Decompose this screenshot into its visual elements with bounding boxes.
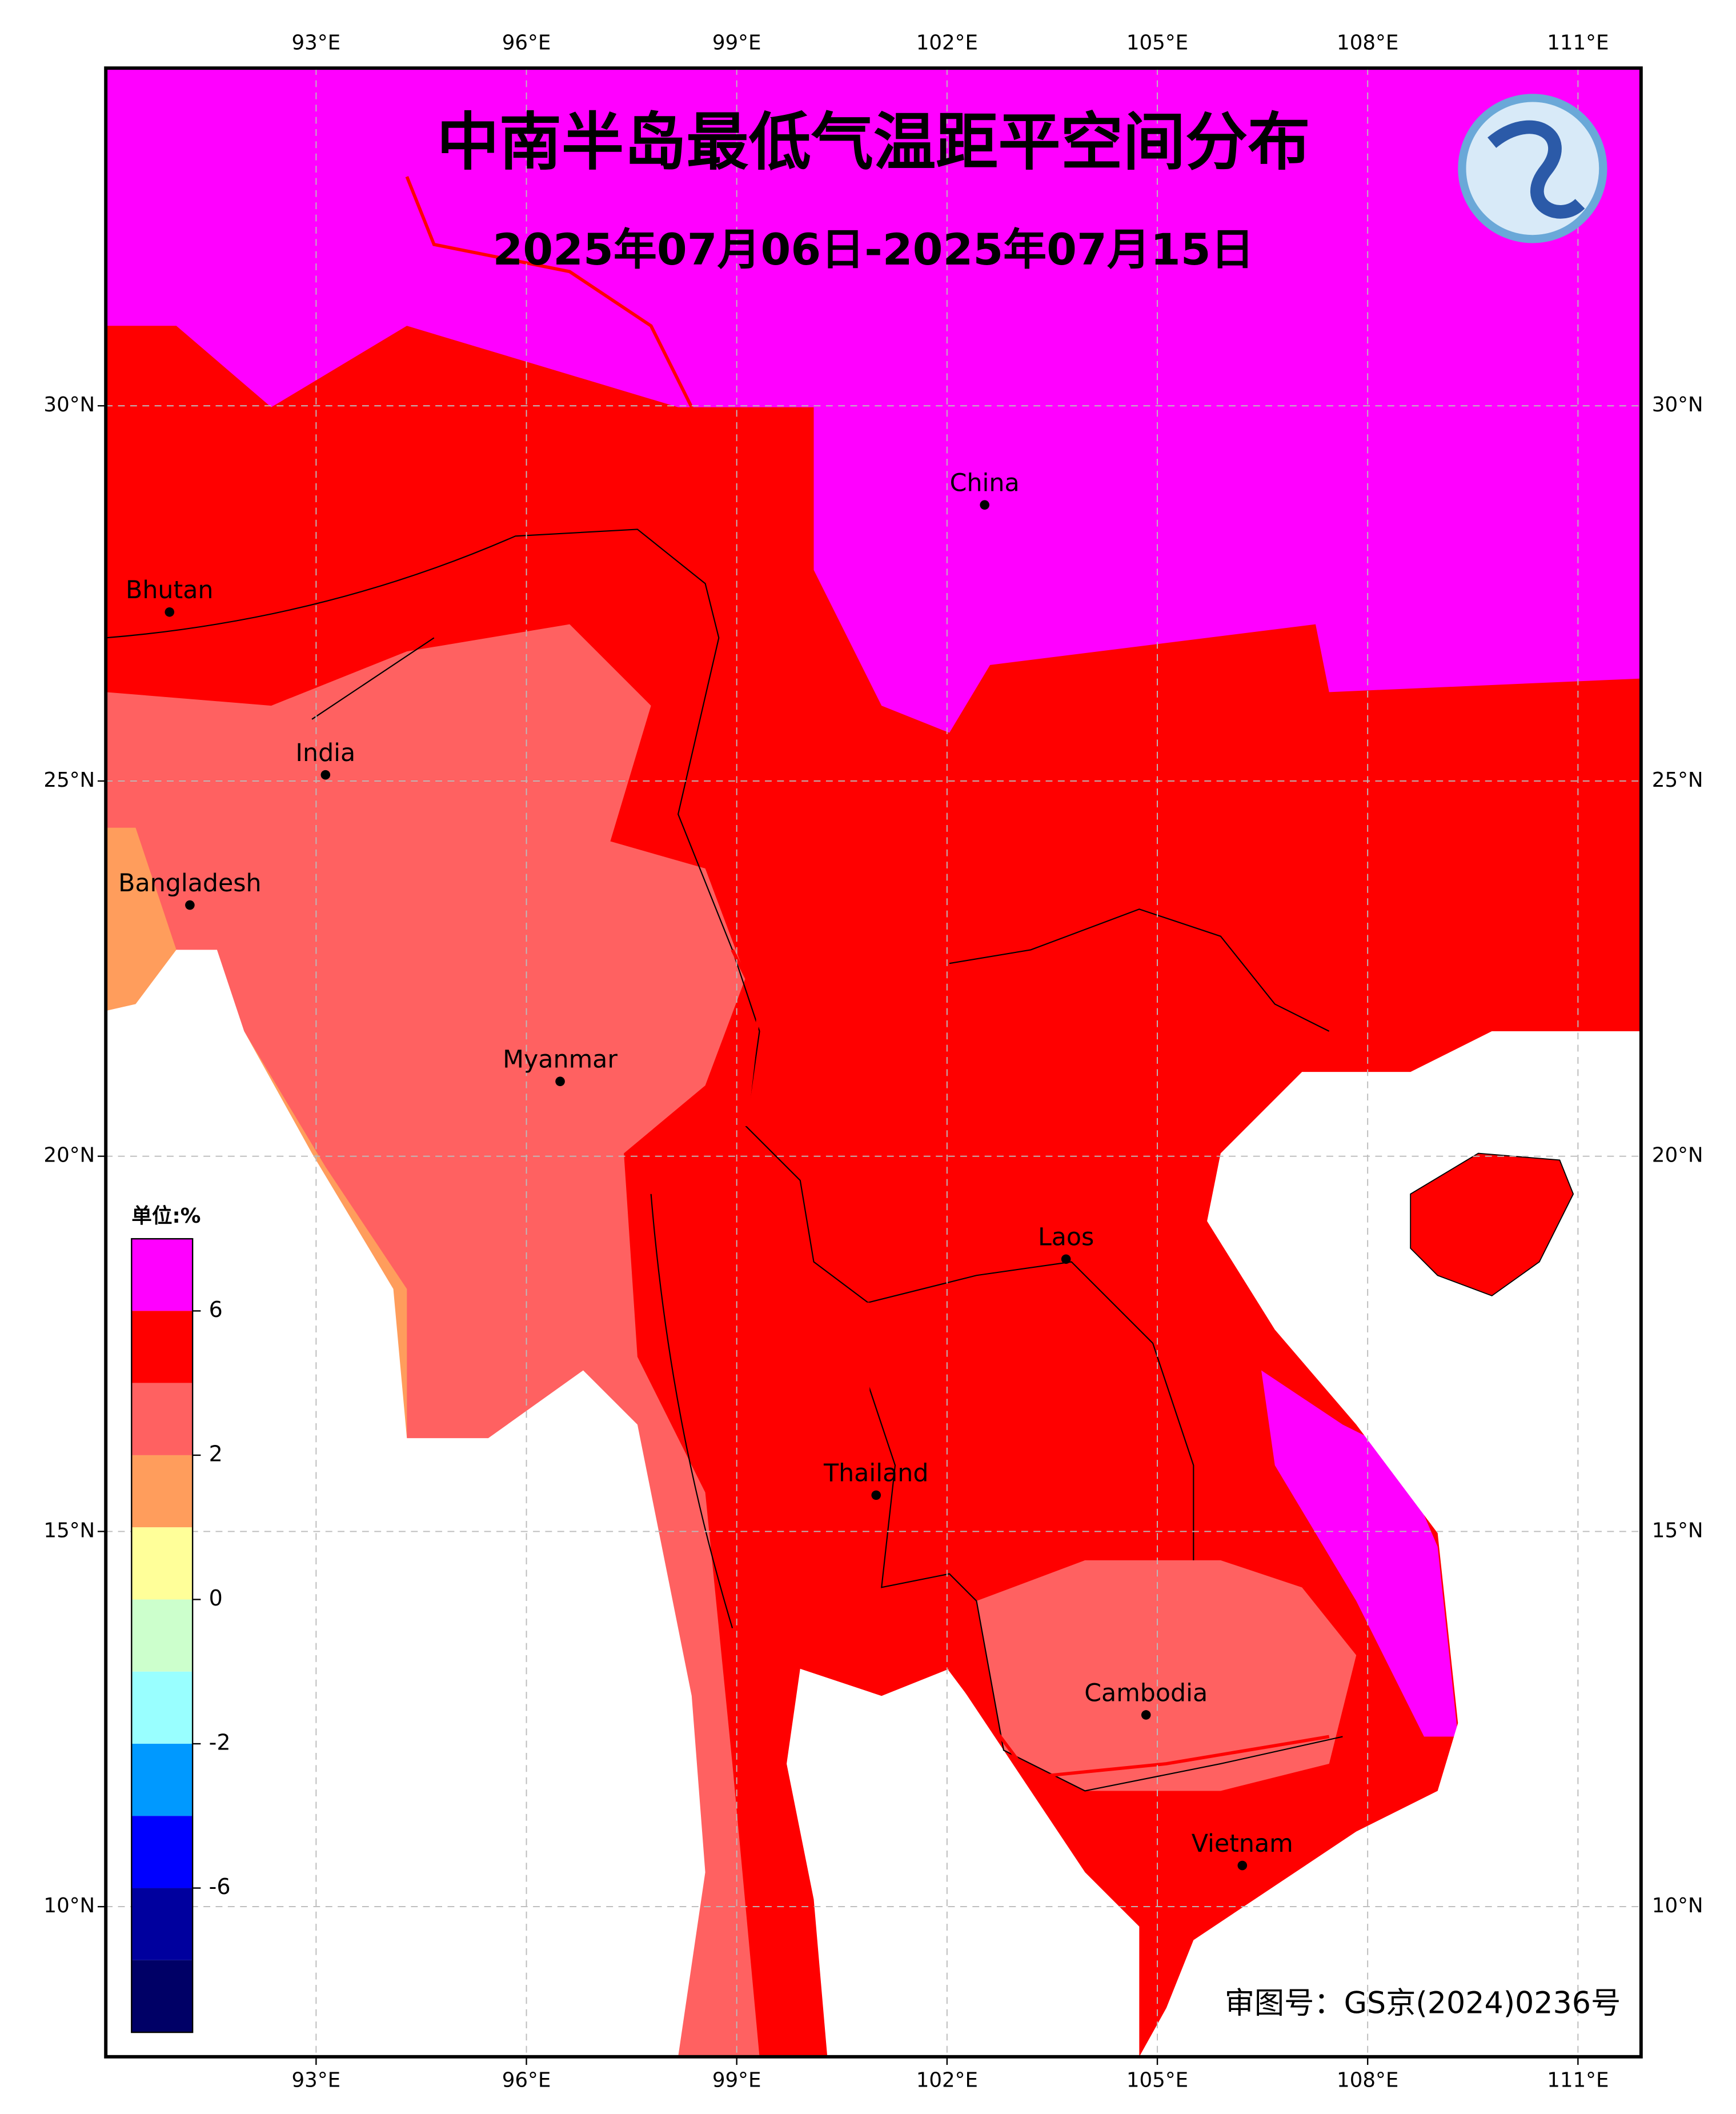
hainan: [1410, 1152, 1574, 1296]
colorbar-swatch: [131, 1744, 193, 1816]
colorbar: 6 2 0 -2 -6: [131, 1238, 231, 2033]
lat-tick-label: 15°N: [1652, 1519, 1703, 1542]
colorbar-swatch: [131, 1888, 193, 1960]
place-dot: [980, 500, 989, 510]
lat-tick-label: 25°N: [43, 768, 95, 792]
colorbar-swatch: [131, 1960, 193, 2033]
place-label: Myanmar: [503, 1046, 618, 1074]
colorbar-swatch: [131, 1599, 193, 1672]
logo-ring: [1458, 94, 1607, 243]
colorbar-unit: 单位:%: [131, 1204, 201, 1228]
place-dot: [320, 770, 331, 780]
colorbar-label: 6: [209, 1297, 223, 1322]
sea: [106, 950, 705, 2057]
lon-tick-label: 93°E: [292, 31, 341, 54]
lon-tick-label: 111°E: [1547, 2069, 1609, 2092]
colorbar-label: -6: [209, 1874, 231, 1899]
places: China Bhutan India Bangladesh Myanmar Laos Tha…: [118, 469, 1293, 1871]
place-label: Vietnam: [1192, 1829, 1293, 1858]
frame: [104, 66, 1643, 2059]
subtitle: 2025年07月06日-2025年07月15日: [492, 224, 1254, 275]
colorbar-label: -2: [209, 1730, 231, 1755]
grid: [106, 68, 1641, 2057]
anomaly-salmon: [976, 1560, 1357, 1791]
logo-mark: [1488, 120, 1585, 219]
lat-tick-label: 10°N: [43, 1894, 95, 1917]
place-dot: [1061, 1254, 1071, 1264]
colorbar-swatch: [131, 1383, 193, 1455]
lon-tick-label: 102°E: [916, 31, 978, 54]
place-label: India: [295, 739, 355, 767]
lon-tick-label: 105°E: [1126, 31, 1188, 54]
place-dot: [185, 900, 195, 910]
lat-tick-label: 30°N: [1652, 393, 1703, 417]
lon-tick-label: 105°E: [1126, 2069, 1188, 2092]
colorbar-frame: [131, 1238, 194, 2033]
place-dot: [165, 607, 175, 617]
lat-tick-label: 20°N: [43, 1144, 95, 1167]
lon-tick-label: 96°E: [502, 2069, 551, 2092]
title: 中南半岛最低气温距平空间分布: [437, 106, 1310, 179]
colorbar-swatch: [131, 1311, 193, 1383]
lat-tick-label: 15°N: [43, 1519, 95, 1542]
place-dot: [1141, 1710, 1151, 1720]
lat-tick-label: 25°N: [1652, 768, 1703, 792]
lon-tick-label: 96°E: [502, 31, 551, 54]
place-label: Bhutan: [126, 576, 213, 604]
place-dot: [555, 1076, 565, 1087]
lon-tick-label: 99°E: [712, 2069, 761, 2092]
anomaly-high: [1261, 1370, 1458, 1737]
lon-tick-label: 102°E: [916, 2069, 978, 2092]
lon-tick-label: 99°E: [712, 31, 761, 54]
lat-tick-label: 10°N: [1652, 1894, 1703, 1917]
place-dot: [1237, 1860, 1248, 1871]
china-border: [405, 176, 1330, 1779]
colorbar-label: 0: [209, 1586, 223, 1611]
ticks: 93°E 93°E 96°E 96°E 99°E 99°E 102°E 102°E 105°E 1…: [43, 31, 1703, 2092]
lon-tick-label: 111°E: [1547, 31, 1609, 54]
colorbar-swatch: [131, 1816, 193, 1888]
lon-tick-label: 93°E: [292, 2069, 341, 2092]
place-label: Thailand: [823, 1459, 928, 1488]
place-dot: [871, 1490, 881, 1500]
colorbar-swatch: [131, 1455, 193, 1528]
lat-tick-label: 30°N: [43, 393, 95, 417]
lat-tick-label: 20°N: [1652, 1144, 1703, 1167]
sea: [1139, 1031, 1641, 2057]
place-label: Cambodia: [1084, 1679, 1208, 1707]
lon-tick-label: 108°E: [1337, 2069, 1398, 2092]
approval-number: 审图号：GS京(2024)0236号: [1225, 1987, 1621, 2021]
field: [106, 68, 1641, 2057]
colorbar-swatch: [131, 1239, 193, 1311]
colorbar-swatch: [131, 1671, 193, 1744]
place-label: China: [950, 469, 1020, 498]
place-label: Laos: [1038, 1223, 1094, 1252]
place-label: Bangladesh: [118, 869, 261, 898]
sea: [787, 1668, 1140, 2057]
lon-tick-label: 108°E: [1337, 31, 1398, 54]
borders: [106, 528, 1343, 1792]
logo: [1458, 94, 1607, 243]
colorbar-label: 2: [209, 1441, 223, 1466]
colorbar-swatch: [131, 1527, 193, 1600]
